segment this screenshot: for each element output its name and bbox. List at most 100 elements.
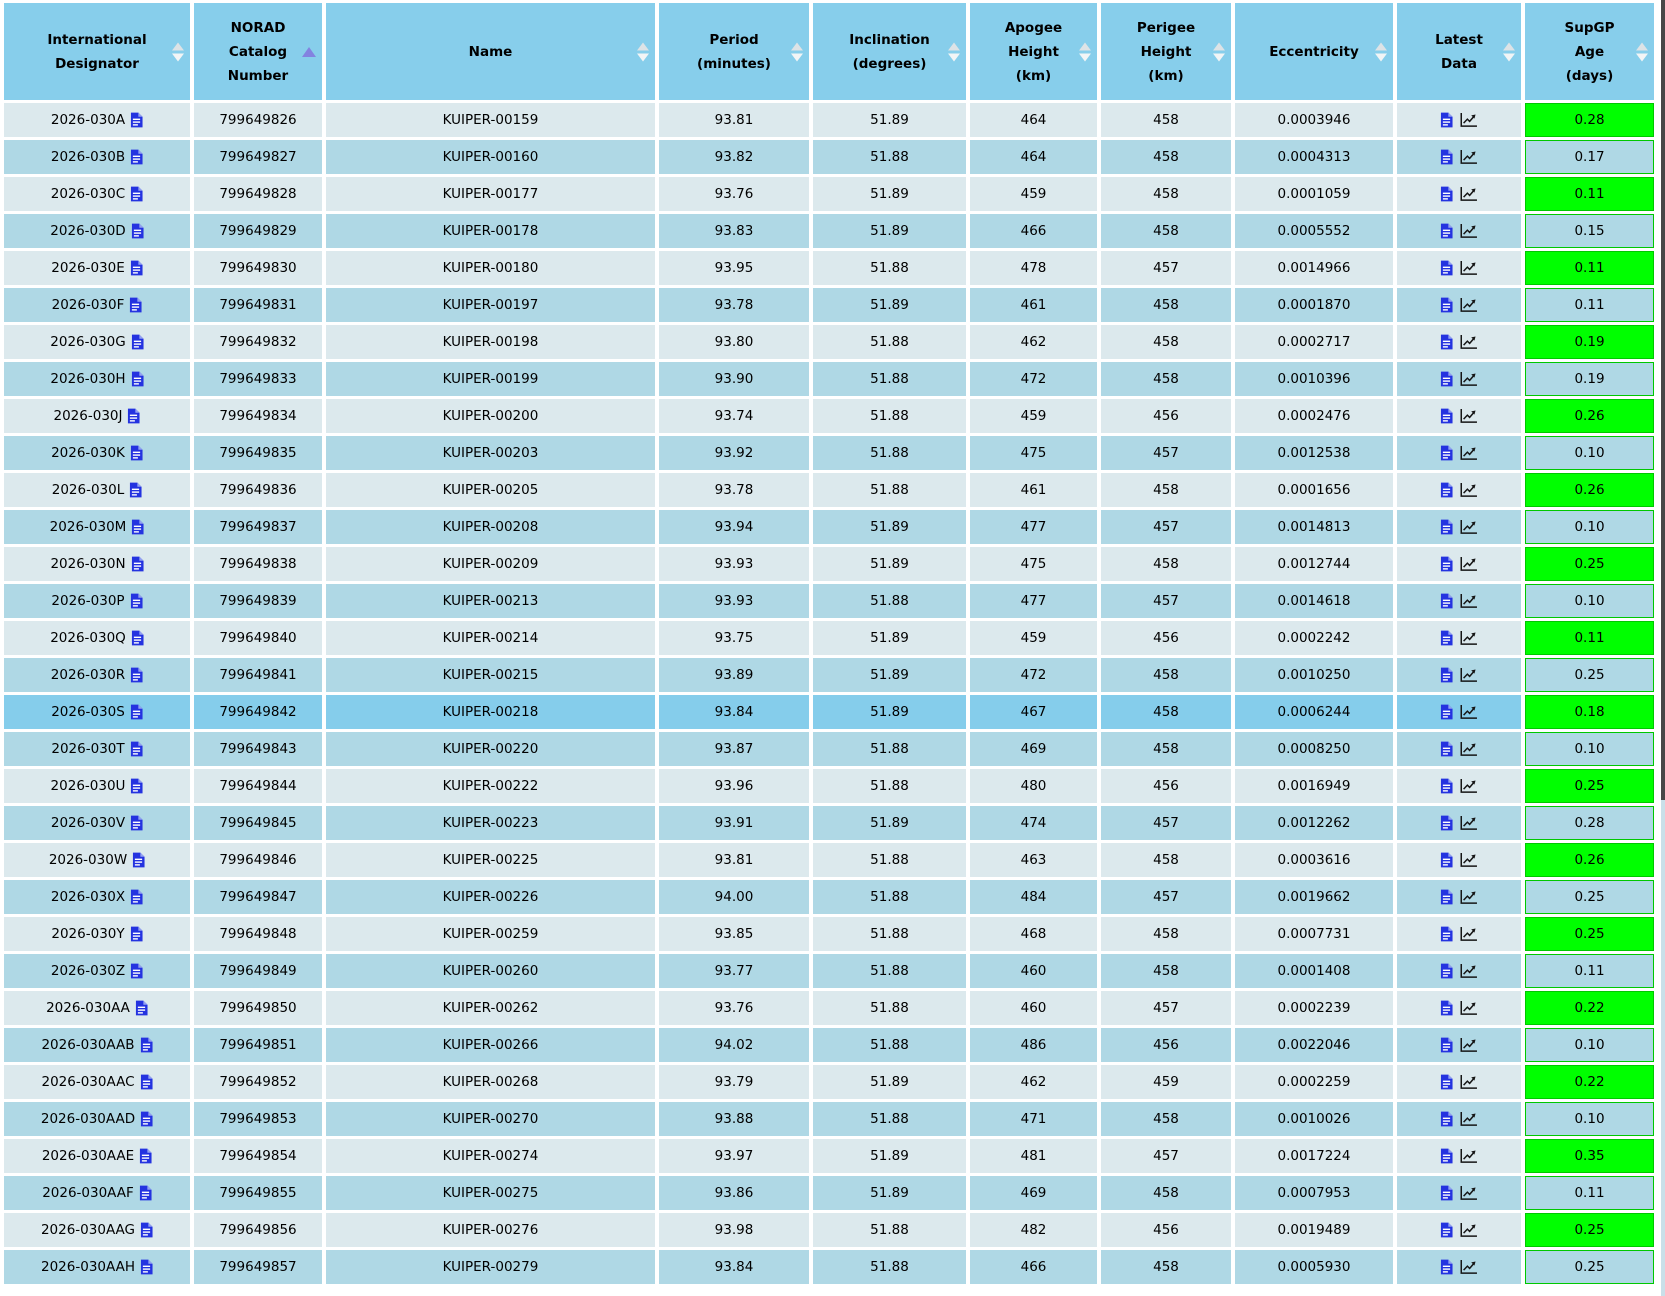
document-icon[interactable]: [130, 112, 143, 128]
column-header-period[interactable]: Period (minutes): [659, 3, 809, 100]
document-icon[interactable]: [131, 519, 144, 535]
scrollbar-thumb[interactable]: [1661, 0, 1665, 800]
document-icon[interactable]: [1440, 667, 1453, 683]
chart-line-icon[interactable]: [1459, 519, 1478, 535]
column-header-apogee[interactable]: Apogee Height (km): [970, 3, 1097, 100]
document-icon[interactable]: [131, 223, 144, 239]
document-icon[interactable]: [1440, 260, 1453, 276]
column-header-name[interactable]: Name: [326, 3, 655, 100]
document-icon[interactable]: [140, 1074, 153, 1090]
document-icon[interactable]: [1440, 889, 1453, 905]
chart-line-icon[interactable]: [1459, 297, 1478, 313]
chart-line-icon[interactable]: [1459, 445, 1478, 461]
document-icon[interactable]: [130, 704, 143, 720]
chart-line-icon[interactable]: [1459, 963, 1478, 979]
chart-line-icon[interactable]: [1459, 741, 1478, 757]
document-icon[interactable]: [129, 297, 142, 313]
chart-line-icon[interactable]: [1459, 1259, 1478, 1275]
column-header-inclination[interactable]: Inclination (degrees): [813, 3, 966, 100]
document-icon[interactable]: [130, 186, 143, 202]
chart-line-icon[interactable]: [1459, 112, 1478, 128]
document-icon[interactable]: [1440, 1074, 1453, 1090]
chart-line-icon[interactable]: [1459, 815, 1478, 831]
column-header-perigee[interactable]: Perigee Height (km): [1101, 3, 1231, 100]
document-icon[interactable]: [131, 556, 144, 572]
document-icon[interactable]: [1440, 519, 1453, 535]
document-icon[interactable]: [1440, 482, 1453, 498]
document-icon[interactable]: [140, 1037, 153, 1053]
document-icon[interactable]: [130, 593, 143, 609]
document-icon[interactable]: [1440, 112, 1453, 128]
document-icon[interactable]: [130, 149, 143, 165]
document-icon[interactable]: [135, 1000, 148, 1016]
document-icon[interactable]: [1440, 1222, 1453, 1238]
chart-line-icon[interactable]: [1459, 852, 1478, 868]
document-icon[interactable]: [132, 852, 145, 868]
table-row[interactable]: 2026-030S 799649842 KUIPER-00218 93.84 51.89…: [4, 695, 1654, 729]
document-icon[interactable]: [1440, 1037, 1453, 1053]
chart-line-icon[interactable]: [1459, 1148, 1478, 1164]
document-icon[interactable]: [127, 408, 141, 424]
document-icon[interactable]: [130, 445, 143, 461]
document-icon[interactable]: [1440, 778, 1453, 794]
document-icon[interactable]: [130, 889, 143, 905]
document-icon[interactable]: [140, 1111, 153, 1127]
document-icon[interactable]: [139, 1185, 152, 1201]
document-icon[interactable]: [1440, 815, 1453, 831]
column-header-eccentricity[interactable]: Eccentricity: [1235, 3, 1393, 100]
document-icon[interactable]: [139, 1148, 152, 1164]
chart-line-icon[interactable]: [1459, 630, 1478, 646]
document-icon[interactable]: [1440, 1111, 1453, 1127]
document-icon[interactable]: [1440, 334, 1453, 350]
document-icon[interactable]: [1440, 445, 1453, 461]
document-icon[interactable]: [129, 482, 142, 498]
chart-line-icon[interactable]: [1459, 1185, 1478, 1201]
document-icon[interactable]: [130, 667, 143, 683]
document-icon[interactable]: [1440, 1259, 1453, 1275]
chart-line-icon[interactable]: [1459, 149, 1478, 165]
chart-line-icon[interactable]: [1459, 371, 1478, 387]
document-icon[interactable]: [130, 963, 143, 979]
document-icon[interactable]: [131, 371, 144, 387]
document-icon[interactable]: [130, 778, 143, 794]
chart-line-icon[interactable]: [1459, 926, 1478, 942]
chart-line-icon[interactable]: [1459, 667, 1478, 683]
scrollbar[interactable]: [1661, 0, 1665, 1296]
document-icon[interactable]: [1440, 963, 1453, 979]
chart-line-icon[interactable]: [1459, 778, 1478, 794]
chart-line-icon[interactable]: [1459, 1037, 1478, 1053]
document-icon[interactable]: [130, 926, 143, 942]
document-icon[interactable]: [140, 1222, 153, 1238]
document-icon[interactable]: [140, 1259, 153, 1275]
document-icon[interactable]: [1440, 1000, 1453, 1016]
chart-line-icon[interactable]: [1459, 186, 1478, 202]
chart-line-icon[interactable]: [1459, 223, 1478, 239]
chart-line-icon[interactable]: [1459, 889, 1478, 905]
document-icon[interactable]: [1440, 593, 1453, 609]
chart-line-icon[interactable]: [1459, 482, 1478, 498]
chart-line-icon[interactable]: [1459, 1111, 1478, 1127]
chart-line-icon[interactable]: [1459, 593, 1478, 609]
document-icon[interactable]: [1440, 704, 1453, 720]
document-icon[interactable]: [1440, 223, 1453, 239]
chart-line-icon[interactable]: [1459, 408, 1478, 424]
document-icon[interactable]: [130, 260, 143, 276]
chart-line-icon[interactable]: [1459, 1222, 1478, 1238]
document-icon[interactable]: [1440, 1185, 1453, 1201]
document-icon[interactable]: [1440, 741, 1453, 757]
document-icon[interactable]: [1440, 1148, 1453, 1164]
document-icon[interactable]: [130, 741, 143, 757]
chart-line-icon[interactable]: [1459, 260, 1478, 276]
chart-line-icon[interactable]: [1459, 1074, 1478, 1090]
document-icon[interactable]: [1440, 371, 1453, 387]
document-icon[interactable]: [130, 815, 143, 831]
chart-line-icon[interactable]: [1459, 334, 1478, 350]
document-icon[interactable]: [1440, 926, 1453, 942]
column-header-designator[interactable]: International Designator: [4, 3, 190, 100]
column-header-norad[interactable]: NORAD Catalog Number: [194, 3, 322, 100]
document-icon[interactable]: [131, 630, 144, 646]
document-icon[interactable]: [131, 334, 144, 350]
column-header-age[interactable]: SupGP Age (days): [1525, 3, 1654, 100]
chart-line-icon[interactable]: [1459, 1000, 1478, 1016]
document-icon[interactable]: [1440, 186, 1453, 202]
